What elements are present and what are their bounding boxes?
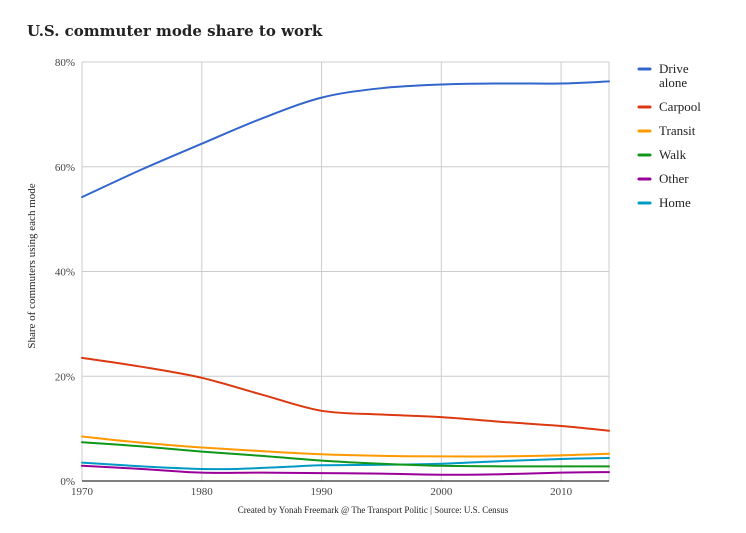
series-line-carpool (81, 356, 610, 432)
y-tick-label: 20% (55, 371, 75, 383)
y-tick-label: 60% (55, 162, 75, 174)
x-tick-label: 1970 (71, 486, 94, 498)
chart-footer: Created by Yonah Freemark @ The Transpor… (237, 505, 509, 515)
axes: 0% 20% 40% 60% 80% 1970 1980 1990 2000 2010 (55, 57, 609, 498)
chart-title: U.S. commuter mode share to work (27, 22, 323, 40)
x-tick-label: 2010 (550, 486, 573, 498)
legend-label-walk: Walk (659, 147, 687, 162)
series-line-transit (81, 435, 610, 458)
series-line-walk (81, 441, 610, 468)
x-tick-label: 1990 (311, 486, 334, 498)
legend-label-other: Other (659, 171, 689, 186)
y-tick-label: 40% (55, 267, 75, 279)
x-tick-label: 1980 (191, 486, 214, 498)
y-axis-label: Share of commuters using each mode (26, 183, 38, 348)
y-tick-label: 0% (60, 476, 75, 488)
legend: Drive alone Carpool Transit Walk Other Home (637, 61, 701, 210)
series-line-other (81, 464, 610, 476)
series-line-home (81, 456, 610, 471)
legend-label-drive-alone: Drive alone (659, 61, 689, 90)
series-lines (81, 80, 610, 476)
y-tick-label: 80% (55, 57, 75, 69)
x-tick-label: 2000 (430, 486, 453, 498)
gridlines (81, 61, 610, 481)
legend-label-transit: Transit (659, 123, 696, 138)
legend-label-carpool: Carpool (659, 99, 701, 114)
series-line-drive-alone (81, 80, 610, 199)
legend-label-home: Home (659, 195, 691, 210)
